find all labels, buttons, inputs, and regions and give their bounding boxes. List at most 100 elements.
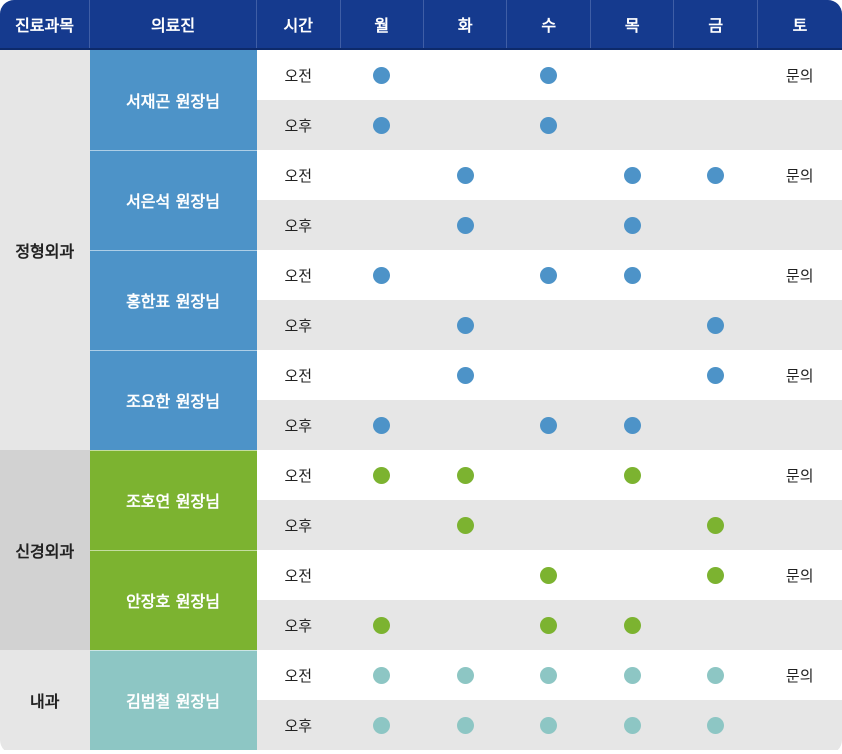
- department-cell: 정형외과: [0, 49, 90, 450]
- day-cell: [506, 100, 591, 150]
- schedule-row-pm: 오후: [0, 300, 842, 350]
- saturday-cell: 문의: [757, 250, 842, 300]
- day-cell: [590, 700, 674, 750]
- circle-dot-icon: [373, 117, 391, 134]
- day-cell: [673, 600, 758, 650]
- time-label: 오후: [256, 600, 340, 650]
- day-cell: [590, 350, 674, 400]
- header-mon: 월: [339, 0, 424, 49]
- doctor-name-cell: 김범철 원장님: [89, 650, 257, 751]
- circle-dot-icon: [540, 667, 558, 684]
- day-cell: [423, 300, 507, 350]
- header-row: 진료과목 의료진 시간 월 화 수 목 금 토: [0, 0, 842, 49]
- circle-dot-icon: [373, 67, 391, 84]
- day-cell: [673, 49, 758, 100]
- doctor-name-cell: 안장호 원장님: [89, 550, 257, 651]
- doctor-name-cell: 서은석 원장님: [89, 150, 257, 251]
- time-label: 오후: [256, 300, 340, 350]
- day-cell: [590, 150, 674, 200]
- circle-dot-icon: [623, 667, 641, 684]
- schedule-row-pm: 오후: [0, 600, 842, 650]
- day-cell: [673, 350, 758, 400]
- day-cell: [423, 550, 507, 600]
- day-cell: [506, 200, 591, 250]
- day-cell: [590, 500, 674, 550]
- saturday-cell: [757, 100, 842, 150]
- day-cell: [506, 650, 591, 700]
- schedule-row-pm: 오후: [0, 400, 842, 450]
- circle-dot-icon: [540, 117, 558, 134]
- saturday-cell: [757, 300, 842, 350]
- day-cell: [590, 200, 674, 250]
- circle-dot-icon: [373, 467, 391, 484]
- circle-dot-icon: [707, 567, 725, 584]
- day-cell: [590, 49, 674, 100]
- day-cell: [423, 700, 507, 750]
- circle-dot-icon: [623, 617, 641, 634]
- schedule-row-pm: 오후: [0, 500, 842, 550]
- circle-dot-icon: [707, 517, 725, 534]
- circle-dot-icon: [373, 417, 391, 434]
- saturday-cell: 문의: [757, 350, 842, 400]
- day-cell: [423, 400, 507, 450]
- circle-dot-icon: [707, 167, 725, 184]
- doctor-name-cell: 서재곤 원장님: [89, 49, 257, 151]
- saturday-cell: 문의: [757, 650, 842, 700]
- header-fri: 금: [673, 0, 758, 49]
- day-cell: [673, 550, 758, 600]
- department-cell: 내과: [0, 650, 90, 750]
- time-label: 오후: [256, 700, 340, 750]
- circle-dot-icon: [623, 217, 641, 234]
- day-cell: [340, 550, 424, 600]
- circle-dot-icon: [456, 367, 474, 384]
- header-wed: 수: [506, 0, 591, 49]
- day-cell: [340, 450, 424, 500]
- day-cell: [340, 350, 424, 400]
- day-cell: [506, 350, 591, 400]
- saturday-cell: [757, 700, 842, 750]
- time-label: 오후: [256, 200, 340, 250]
- circle-dot-icon: [623, 167, 641, 184]
- day-cell: [423, 150, 507, 200]
- saturday-cell: 문의: [757, 49, 842, 100]
- schedule-row-am: 신경외과 조호연 원장님 오전 문의: [0, 450, 842, 650]
- day-cell: [506, 450, 591, 500]
- time-label: 오전: [256, 250, 340, 300]
- day-cell: [590, 450, 674, 500]
- schedule-body: 정형외과 서재곤 원장님 오전 문의 오후 서은석 원장님 오전 문의 오후 홍한표 원장님 오전 문…: [0, 49, 842, 751]
- time-label: 오후: [256, 400, 340, 450]
- time-label: 오후: [256, 100, 340, 150]
- day-cell: [590, 400, 674, 450]
- circle-dot-icon: [456, 517, 474, 534]
- day-cell: [673, 300, 758, 350]
- circle-dot-icon: [456, 467, 474, 484]
- circle-dot-icon: [456, 167, 474, 184]
- circle-dot-icon: [623, 717, 641, 734]
- day-cell: [590, 250, 674, 300]
- schedule-row-am: 조요한 원장님 오전 문의: [0, 350, 842, 451]
- time-label: 오전: [256, 550, 340, 600]
- day-cell: [506, 300, 591, 350]
- circle-dot-icon: [707, 667, 725, 684]
- day-cell: [423, 250, 507, 300]
- circle-dot-icon: [373, 267, 391, 284]
- time-label: 오전: [256, 450, 340, 500]
- schedule-row-am: 내과 김범철 원장님 오전 문의: [0, 650, 842, 751]
- day-cell: [673, 150, 758, 200]
- day-cell: [506, 49, 591, 100]
- day-cell: [340, 400, 424, 450]
- header-tue: 화: [422, 0, 507, 49]
- circle-dot-icon: [456, 667, 474, 684]
- day-cell: [423, 650, 507, 700]
- circle-dot-icon: [623, 417, 641, 434]
- doctor-name-cell: 조호연 원장님: [89, 450, 257, 551]
- circle-dot-icon: [707, 367, 725, 384]
- time-label: 오전: [256, 650, 340, 700]
- schedule-row-am: 홍한표 원장님 오전 문의: [0, 250, 842, 351]
- circle-dot-icon: [373, 717, 391, 734]
- day-cell: [340, 600, 424, 650]
- schedule-row-am: 서은석 원장님 오전 문의: [0, 150, 842, 251]
- saturday-cell: 문의: [757, 450, 842, 500]
- day-cell: [506, 500, 591, 550]
